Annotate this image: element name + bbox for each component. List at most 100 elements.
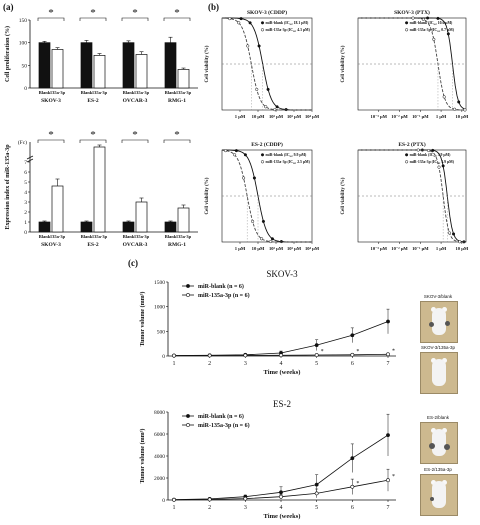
data-point — [416, 148, 420, 152]
significance-star: * — [321, 349, 324, 355]
significance-bracket — [37, 139, 65, 143]
y-tick-label: 1 — [24, 220, 27, 226]
group-label: RMG-1 — [168, 98, 186, 104]
legend-entry: miR-blank (n = 6) — [198, 413, 244, 420]
data-point — [411, 16, 415, 20]
significance-star: * — [392, 348, 395, 354]
y-tick-label: 2 — [24, 210, 27, 216]
group-label: RMG-1 — [168, 242, 186, 248]
viability-chart-es2-cddp: ES-2 (CDDP) Cell viability (%) 1 μM 10 μM 10… — [205, 141, 320, 251]
group-label: ES-2 — [87, 242, 99, 248]
data-point — [463, 108, 467, 112]
mouse-photo-skov3-135a — [420, 352, 458, 394]
dose-response-curve — [221, 149, 312, 243]
data-point — [437, 165, 441, 169]
x-tick-label: 7 — [387, 505, 390, 511]
legend-marker — [260, 153, 265, 157]
x-tick-label: 4 — [280, 361, 283, 367]
legend-entry: miR-blank (IC₅₀, 5.9 μM) — [410, 153, 452, 157]
significance-star: * — [132, 7, 138, 19]
panel-label-b: (b) — [208, 2, 219, 12]
x-axis-label: Time (weeks) — [264, 513, 301, 520]
dose-response-curve — [222, 17, 312, 111]
x-axis-label: Time (weeks) — [264, 369, 301, 376]
mouse-photo-es2-135a — [420, 474, 458, 516]
panel-label-a: (a) — [3, 2, 14, 12]
viability-chart-skov3-ptx: SKOV-3 (PTX)Cell viability (%)10⁻³ μM 10⁻… — [341, 9, 469, 119]
y-tick-label-top: (Fc) — [18, 139, 27, 146]
legend-entry: miR-135a-3p (n = 6) — [198, 422, 250, 429]
data-point — [252, 176, 256, 180]
legend-entry: miR-blank (IC₅₀, 10.6 μM) — [410, 21, 453, 25]
bar — [38, 221, 51, 233]
y-tick-label: 2000 — [154, 476, 165, 482]
significance-bracket — [163, 17, 191, 21]
photo-caption-skov3-135a: SKOV-3/135a-3p — [420, 345, 456, 350]
bar — [122, 42, 135, 89]
bar-label: 135a-3p — [134, 234, 150, 239]
mouse-photo-es2-blank — [420, 422, 458, 464]
legend-entry: miR-135a-3p (IC₅₀, 4.3 μM) — [266, 28, 311, 32]
y-tick-label: 50 — [22, 63, 28, 69]
x-tick-label: 5 — [315, 361, 318, 367]
x-tick-label: 1 μM — [235, 114, 246, 119]
x-tick-label: 10² μM — [269, 114, 284, 119]
y-tick-label: 4000 — [154, 454, 165, 460]
legend-marker — [260, 21, 265, 25]
x-tick-label: 3 — [244, 361, 247, 367]
x-tick-label: 10⁻³ μM — [371, 246, 388, 251]
bar — [164, 221, 177, 233]
data-point — [314, 482, 319, 487]
data-point — [207, 497, 212, 502]
bar-label: 135a-3p — [176, 90, 192, 95]
data-point — [275, 105, 279, 109]
bar — [164, 42, 177, 89]
data-point — [242, 176, 246, 180]
data-point — [446, 32, 450, 36]
legend-entry: miR-135a-3p (n = 6) — [198, 292, 250, 299]
data-point — [386, 352, 390, 357]
x-tick-label: 6 — [351, 361, 354, 367]
y-tick-label: 0 — [24, 230, 27, 236]
y-tick-label: 4 — [24, 190, 27, 196]
x-tick-label: 1 μM — [436, 246, 447, 251]
chart-title: SKOV-3 — [266, 269, 298, 279]
x-tick-label: 10³ μM — [287, 246, 302, 251]
data-point — [447, 231, 451, 235]
bar — [51, 49, 64, 89]
x-tick-label: 10 μM — [456, 114, 469, 119]
data-point — [246, 44, 250, 48]
x-tick-label: 10 μM — [456, 246, 469, 251]
data-point — [458, 240, 462, 244]
data-point — [386, 319, 390, 324]
data-point — [257, 44, 261, 48]
x-tick-label: 1 — [173, 361, 176, 367]
data-point — [442, 95, 446, 99]
data-point — [457, 100, 461, 104]
chart-title: ES-2 (PTX) — [398, 141, 426, 148]
data-point — [233, 153, 237, 157]
y-tick-label: 0 — [162, 498, 165, 504]
y-tick-label: 8000 — [154, 410, 165, 416]
data-point — [172, 353, 176, 358]
data-point — [314, 353, 319, 357]
bar-label: 135a-3p — [92, 234, 108, 239]
viability-chart-es2-ptx: ES-2 (PTX) Cell viability (%) 10⁻³ μM 10⁻² … — [341, 141, 469, 251]
bar — [135, 201, 148, 233]
data-point — [234, 149, 238, 153]
bar — [122, 221, 135, 233]
photo-caption-skov3-blank: SKOV-3/blank — [423, 294, 453, 299]
legend-entry: miR-135a-3p (IC₅₀, 2.5 μM) — [266, 160, 311, 164]
group-label: OVCAR-3 — [123, 242, 148, 248]
x-tick-label: 10 μM — [252, 114, 265, 119]
significance-star: * — [174, 129, 180, 141]
y-axis-label: Expression index of miR-135a-3p — [5, 144, 11, 230]
x-tick-label: 1 μM — [436, 114, 447, 119]
group-label: SKOV-3 — [41, 242, 61, 248]
data-point — [243, 353, 248, 358]
significance-star: * — [90, 7, 96, 19]
data-point — [314, 491, 319, 496]
significance-bracket — [79, 139, 107, 143]
viability-chart-skov3-cddp: SKOV-3 (CDDP) Cell viability (%) 1 μM 10 μM… — [205, 9, 320, 119]
